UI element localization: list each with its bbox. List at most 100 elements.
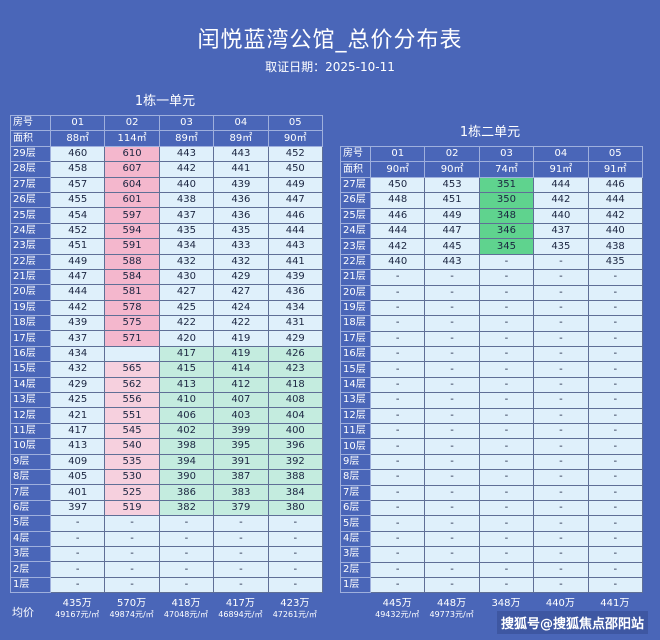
price-cell: 405 (49, 468, 106, 486)
price-cell: 449 (267, 176, 323, 193)
price-cell: 345 (478, 238, 535, 255)
price-cell: - (587, 299, 643, 317)
floor-label: 25层 (10, 207, 51, 224)
floor-label: 27层 (340, 176, 371, 194)
avg-total: 445万 (382, 598, 412, 609)
floor-label: 7层 (10, 484, 51, 501)
price-cell: - (478, 315, 535, 332)
price-cell: 442 (49, 299, 106, 317)
price-cell: 444 (267, 222, 323, 240)
price-cell: 540 (104, 438, 160, 455)
price-cell: 607 (104, 161, 160, 178)
price-cell: - (49, 545, 106, 563)
price-cell: - (158, 545, 215, 563)
table-row: 19层 442 578 425 424 434 (10, 299, 323, 317)
price-cell: 449 (424, 207, 480, 224)
table-row: 3层 - - - - - (10, 545, 323, 563)
price-cell: 447 (267, 191, 323, 209)
price-cell: - (424, 499, 480, 517)
avg-label: 均价 (12, 606, 34, 619)
table-row: 9层 409 535 394 391 392 (10, 453, 323, 470)
price-cell: 436 (213, 191, 269, 209)
floor-label: 12层 (340, 407, 371, 425)
floor-label: 17层 (340, 330, 371, 348)
price-cell: - (533, 407, 589, 425)
price-cell: 447 (424, 222, 480, 240)
table-row: 22层 440 443- -435 (340, 253, 643, 271)
price-cell: 396 (267, 438, 323, 455)
price-cell: 429 (49, 376, 106, 394)
price-cell: 445 (424, 238, 480, 255)
price-cell: - (369, 546, 426, 563)
price-cell: 350 (478, 192, 535, 209)
price-cell: 412 (213, 376, 269, 394)
price-cell: - (587, 484, 643, 501)
avg-cell: 348万 (479, 598, 533, 609)
price-cell: 446 (587, 176, 643, 194)
table-row: 6层 - - - - - (340, 499, 643, 517)
price-cell: - (424, 438, 480, 455)
unit2-title: 1栋二单元 (459, 125, 521, 140)
price-cell: - (587, 438, 643, 455)
avg-cell: 441万 (588, 598, 642, 609)
price-cell: - (587, 576, 643, 594)
floor-label: 24层 (340, 222, 371, 240)
floor-label: 2层 (340, 561, 371, 578)
price-cell: 387 (213, 468, 269, 486)
floor-label: 21层 (340, 269, 371, 286)
price-cell: - (369, 361, 426, 378)
price-cell: - (424, 284, 480, 301)
price-cell: - (533, 484, 589, 501)
table-row: 27层 450 453 351 444 446 (340, 176, 643, 194)
room-number: 02 (104, 114, 160, 132)
room-area: 90㎡ (369, 161, 426, 178)
floor-label: 7层 (340, 484, 371, 501)
price-cell: 450 (369, 176, 426, 194)
price-cell: 404 (267, 407, 323, 424)
area-label: 面积 (10, 130, 51, 147)
table-row: 22层 449 588 432 432 441 (10, 253, 323, 270)
table-row: 19层 - - - - - (340, 299, 643, 317)
price-cell: - (424, 546, 480, 563)
avg-total: 448万 (437, 598, 467, 609)
price-cell: 440 (158, 176, 215, 193)
price-cell: 432 (158, 253, 215, 270)
price-cell: 384 (267, 484, 323, 501)
table-row: 6层 397 519 382 379 380 (10, 499, 323, 517)
room-number: 02 (424, 145, 480, 163)
floor-label: 1层 (10, 576, 51, 594)
avg-cell: 418万 47048元/㎡ (159, 598, 213, 620)
price-cell: 351 (478, 176, 535, 194)
floor-label: 16层 (10, 345, 51, 363)
price-cell: 432 (213, 253, 269, 270)
price-cell: - (587, 499, 643, 517)
floor-label: 4层 (340, 530, 371, 548)
avg-unit-price: 49432元/㎡ (375, 610, 420, 619)
price-cell: 426 (267, 345, 323, 363)
price-cell: 444 (533, 176, 589, 194)
price-cell: - (424, 469, 480, 486)
avg-unit-price: 49167元/㎡ (55, 610, 100, 619)
price-cell: - (533, 469, 589, 486)
price-cell: 437 (158, 207, 215, 224)
page-title: 闰悦蓝湾公馆_总价分布表 (197, 28, 463, 53)
price-cell: - (49, 561, 106, 578)
price-cell: - (369, 484, 426, 501)
price-cell: 418 (267, 376, 323, 394)
room-area: 91㎡ (533, 161, 589, 178)
price-cell: 434 (49, 345, 106, 363)
price-cell: 439 (267, 268, 323, 286)
floor-label: 17层 (10, 330, 51, 347)
price-cell: 399 (213, 422, 269, 440)
avg-total: 423万 (280, 598, 310, 609)
room-area: 89㎡ (158, 130, 215, 147)
floor-label: 16层 (340, 346, 371, 363)
price-cell: 442 (158, 161, 215, 178)
price-cell: 406 (158, 407, 215, 424)
table-row: 9层 - - - - - (340, 453, 643, 471)
table-row: 14层 429 562 413 412 418 (10, 376, 323, 394)
table-row: 17层 437 571 420 419 429 (10, 330, 323, 347)
price-cell: 433 (213, 238, 269, 255)
price-cell: - (158, 530, 215, 547)
price-cell: 444 (587, 192, 643, 209)
